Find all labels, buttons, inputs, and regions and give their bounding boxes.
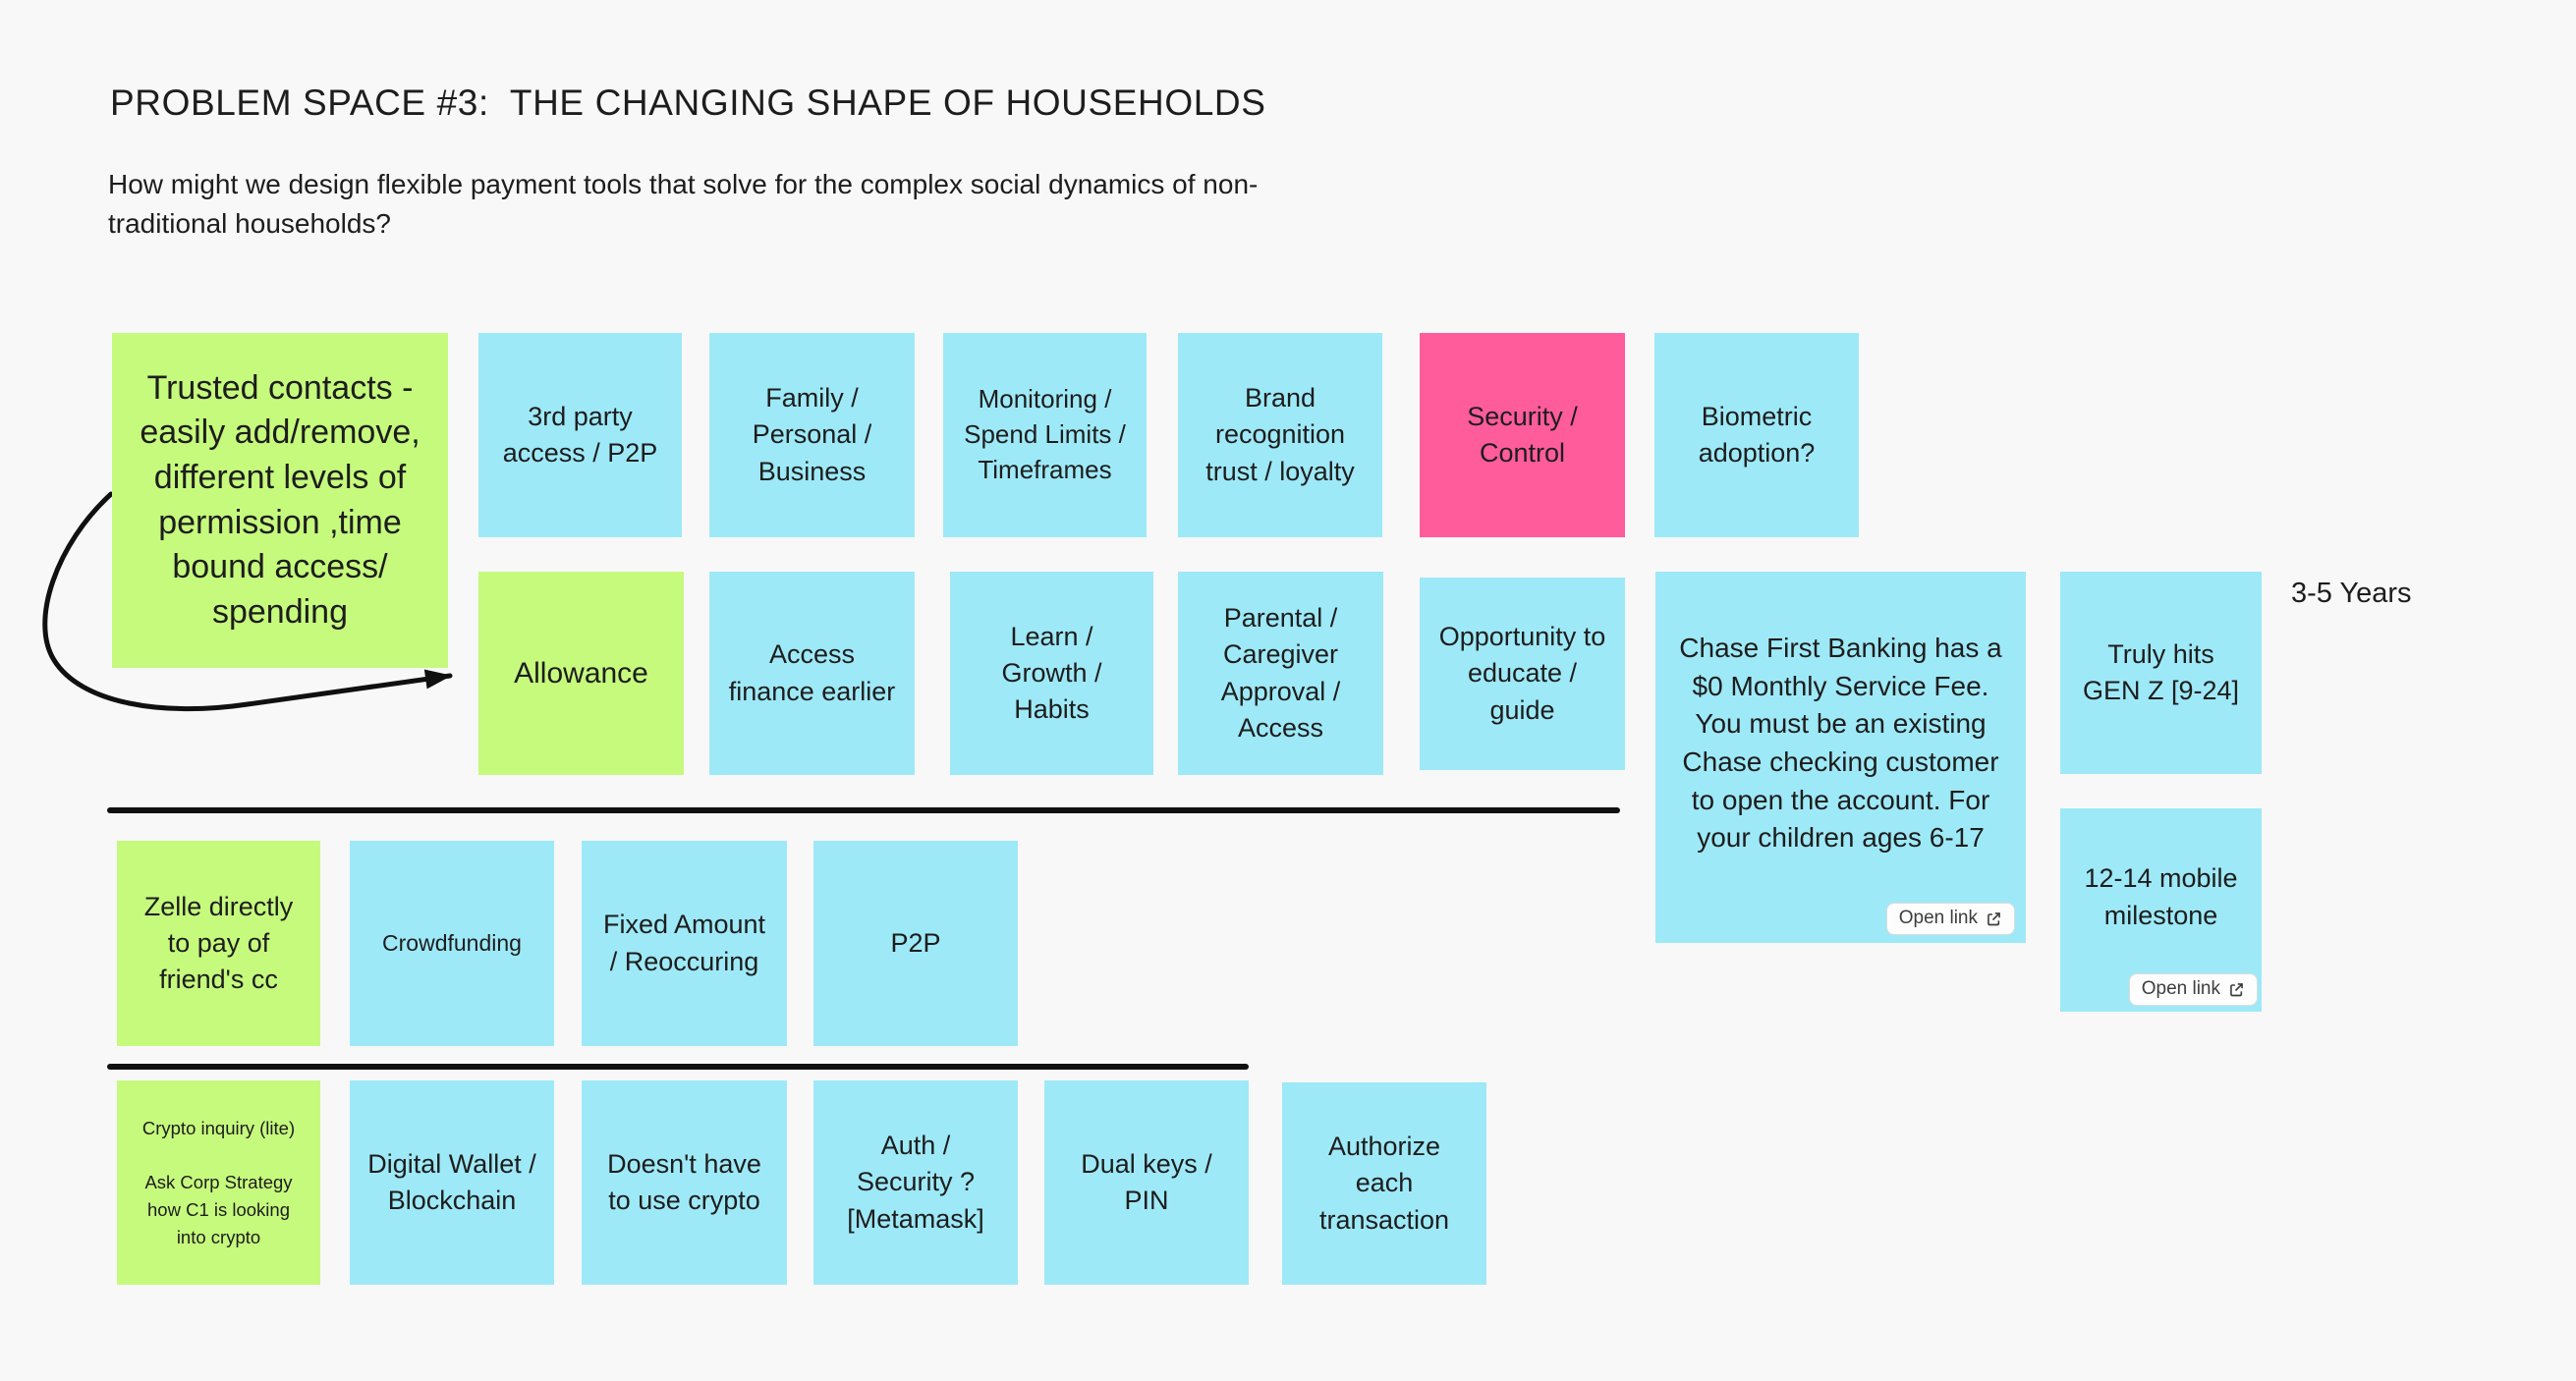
note-text: Monitoring / Spend Limits / Timeframes bbox=[964, 384, 1126, 484]
sticky-note-family-personal-business[interactable]: Family / Personal / Business bbox=[709, 333, 915, 537]
section-divider-line bbox=[107, 807, 1620, 813]
note-text: Biometric adoption? bbox=[1698, 401, 1816, 468]
sticky-note-chase-first-banking[interactable]: Chase First Banking has a $0 Monthly Ser… bbox=[1655, 572, 2026, 943]
sticky-note-truly-hits-genz[interactable]: Truly hits GEN Z [9-24] bbox=[2060, 572, 2262, 774]
note-text: Family / Personal / Business bbox=[752, 383, 872, 486]
note-text: Opportunity to educate / guide bbox=[1438, 622, 1606, 725]
note-text: Crypto inquiry (lite) Ask Corp Strategy … bbox=[141, 1117, 296, 1247]
note-text: Crowdfunding bbox=[382, 929, 522, 956]
note-text: Truly hits GEN Z [9-24] bbox=[2082, 638, 2240, 705]
sticky-note-crowdfunding[interactable]: Crowdfunding bbox=[350, 841, 554, 1046]
external-link-icon bbox=[2228, 981, 2245, 998]
sticky-note-opportunity-educate[interactable]: Opportunity to educate / guide bbox=[1420, 578, 1625, 770]
note-text: P2P bbox=[890, 927, 941, 958]
sticky-note-3rd-party-access[interactable]: 3rd party access / P2P bbox=[478, 333, 682, 537]
sticky-note-learn-growth-habits[interactable]: Learn / Growth / Habits bbox=[950, 572, 1153, 775]
sticky-note-biometric-adoption[interactable]: Biometric adoption? bbox=[1654, 333, 1859, 537]
sticky-note-brand-recognition[interactable]: Brand recognition trust / loyalty bbox=[1178, 333, 1382, 537]
open-link-button[interactable]: Open link bbox=[1885, 903, 2015, 935]
note-text: Parental / Caregiver Approval / Access bbox=[1220, 603, 1341, 743]
sticky-note-p2p[interactable]: P2P bbox=[813, 841, 1018, 1046]
sticky-note-monitoring-spend-limits[interactable]: Monitoring / Spend Limits / Timeframes bbox=[943, 333, 1147, 537]
external-link-icon bbox=[1986, 911, 2002, 927]
sticky-note-12-14-mobile-milestone[interactable]: 12-14 mobile milestone Open link bbox=[2060, 808, 2262, 1012]
open-link-button[interactable]: Open link bbox=[2128, 973, 2258, 1006]
sticky-note-parental-caregiver[interactable]: Parental / Caregiver Approval / Access bbox=[1178, 572, 1383, 775]
sticky-note-crypto-inquiry[interactable]: Crypto inquiry (lite) Ask Corp Strategy … bbox=[117, 1080, 320, 1285]
page-title: PROBLEM SPACE #3: THE CHANGING SHAPE OF … bbox=[110, 83, 1266, 123]
sticky-note-zelle-directly[interactable]: Zelle directly to pay of friend's cc bbox=[117, 841, 320, 1046]
note-text: Learn / Growth / Habits bbox=[1001, 621, 1102, 725]
note-text: Security / Control bbox=[1467, 401, 1578, 468]
sticky-note-fixed-amount-reoccuring[interactable]: Fixed Amount / Reoccuring bbox=[582, 841, 787, 1046]
sticky-note-trusted-contacts[interactable]: Trusted contacts - easily add/remove, di… bbox=[112, 333, 448, 668]
note-text: Zelle directly to pay of friend's cc bbox=[143, 891, 294, 995]
note-text: Auth / Security ? [Metamask] bbox=[847, 1131, 984, 1234]
sticky-note-security-control[interactable]: Security / Control bbox=[1420, 333, 1625, 537]
note-text: Digital Wallet / Blockchain bbox=[367, 1148, 536, 1215]
timeline-label-3-5-years: 3-5 Years bbox=[2291, 578, 2412, 609]
note-text: Chase First Banking has a $0 Monthly Ser… bbox=[1679, 633, 2002, 854]
sticky-note-dual-keys-pin[interactable]: Dual keys / PIN bbox=[1044, 1080, 1249, 1285]
open-link-label: Open link bbox=[1898, 908, 1978, 928]
note-text: Dual keys / PIN bbox=[1081, 1148, 1212, 1215]
sticky-note-authorize-each-transaction[interactable]: Authorize each transaction bbox=[1282, 1082, 1486, 1285]
note-text: 12-14 mobile milestone bbox=[2084, 863, 2238, 930]
section-divider-line bbox=[107, 1064, 1249, 1070]
sticky-note-doesnt-have-to-use-crypto[interactable]: Doesn't have to use crypto bbox=[582, 1080, 787, 1285]
open-link-label: Open link bbox=[2141, 978, 2220, 999]
sticky-note-auth-security-metamask[interactable]: Auth / Security ? [Metamask] bbox=[813, 1080, 1018, 1285]
sticky-note-allowance[interactable]: Allowance bbox=[478, 572, 684, 775]
note-text: Brand recognition trust / loyalty bbox=[1205, 383, 1355, 486]
note-text: Access finance earlier bbox=[728, 639, 896, 706]
note-text: Allowance bbox=[514, 656, 648, 690]
note-text: Fixed Amount / Reoccuring bbox=[602, 910, 766, 976]
note-text: Authorize each transaction bbox=[1318, 1132, 1450, 1235]
sticky-note-digital-wallet-blockchain[interactable]: Digital Wallet / Blockchain bbox=[350, 1080, 554, 1285]
note-text: 3rd party access / P2P bbox=[502, 401, 658, 468]
hmw-statement: How might we design flexible payment too… bbox=[108, 169, 1259, 240]
note-text: Doesn't have to use crypto bbox=[607, 1148, 761, 1215]
note-text: Trusted contacts - easily add/remove, di… bbox=[140, 368, 420, 631]
sticky-note-access-finance-earlier[interactable]: Access finance earlier bbox=[709, 572, 915, 775]
